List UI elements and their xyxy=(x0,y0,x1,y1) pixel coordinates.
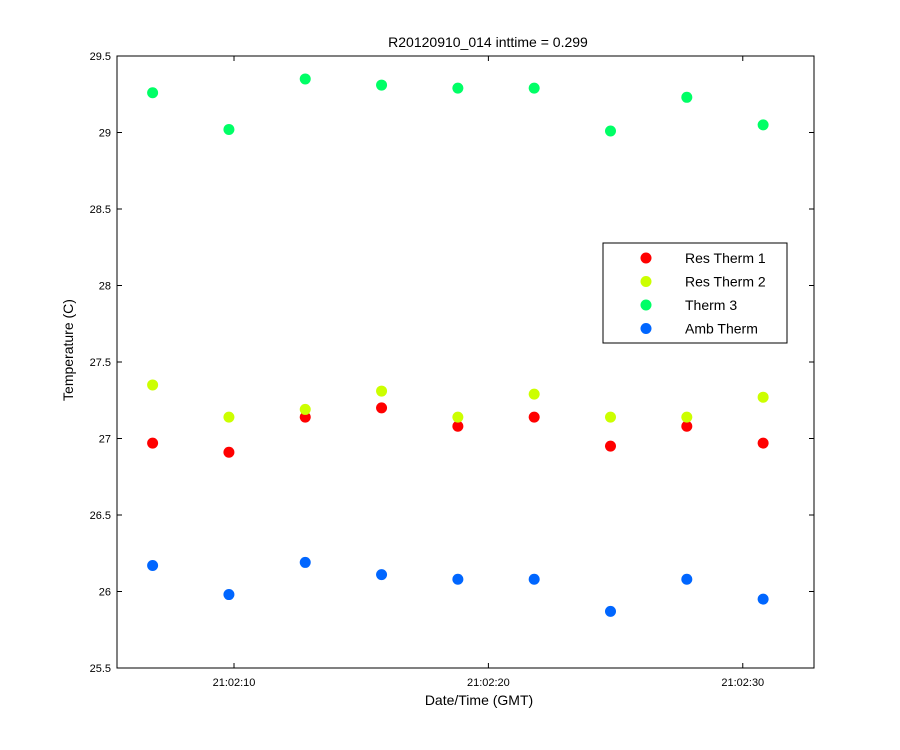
data-point-amb-therm xyxy=(299,556,311,568)
data-point-res-therm-1 xyxy=(528,411,540,423)
data-point-amb-therm xyxy=(757,593,769,605)
data-point-res-therm-2 xyxy=(147,379,159,391)
data-point-res-therm-1 xyxy=(681,420,693,432)
data-point-amb-therm xyxy=(147,559,159,571)
y-tick-label: 25.5 xyxy=(90,663,111,675)
y-tick-label: 26.5 xyxy=(90,510,111,522)
data-point-amb-therm xyxy=(452,573,464,585)
legend-marker xyxy=(640,252,652,264)
axis-ticks: 25.5 26 26.5 27 27.5 28 28.5 29 29.5 21:02:10 21:0… xyxy=(90,51,814,689)
data-point-therm-3 xyxy=(223,123,235,135)
y-tick-label: 26 xyxy=(99,587,111,599)
data-point-res-therm-1 xyxy=(147,437,159,449)
data-point-res-therm-1 xyxy=(452,420,464,432)
legend-marker xyxy=(640,323,652,334)
x-tick-label: 21:02:10 xyxy=(213,677,256,689)
data-point-therm-3 xyxy=(528,82,540,94)
y-tick-label: 28.5 xyxy=(90,204,111,216)
data-point-res-therm-2 xyxy=(299,403,311,415)
plot-area xyxy=(116,55,815,669)
y-tick-label: 29 xyxy=(99,128,111,140)
data-point-res-therm-1 xyxy=(299,411,311,423)
data-point-amb-therm xyxy=(528,573,540,585)
data-point-amb-therm xyxy=(376,569,388,581)
data-point-therm-3 xyxy=(604,125,616,137)
data-point-therm-3 xyxy=(376,79,388,91)
data-point-res-therm-1 xyxy=(757,437,769,449)
data-point-res-therm-2 xyxy=(528,388,540,400)
data-point-res-therm-2 xyxy=(681,411,693,423)
legend-label: Therm 3 xyxy=(685,297,737,313)
data-point-therm-3 xyxy=(681,91,693,103)
y-axis-title: Temperature (C) xyxy=(60,299,76,401)
legend: Res Therm 1 Res Therm 2 Therm 3 Amb Therm xyxy=(602,242,788,344)
data-point-amb-therm xyxy=(681,573,693,585)
data-point-res-therm-2 xyxy=(223,411,235,423)
legend-box xyxy=(602,242,788,344)
legend-label: Amb Therm xyxy=(685,321,758,337)
data-point-therm-3 xyxy=(452,82,464,94)
data-point-res-therm-1 xyxy=(604,440,616,452)
data-point-res-therm-2 xyxy=(604,411,616,423)
chart-title: R20120910_014 inttime = 0.299 xyxy=(388,34,588,50)
data-point-res-therm-1 xyxy=(376,402,388,414)
y-tick-label: 29.5 xyxy=(90,51,111,63)
y-tick-label: 27.5 xyxy=(90,357,111,369)
x-tick-label: 21:02:20 xyxy=(467,677,510,689)
data-point-therm-3 xyxy=(299,73,311,85)
data-point-res-therm-2 xyxy=(376,385,388,397)
data-point-res-therm-2 xyxy=(452,411,464,423)
data-point-therm-3 xyxy=(147,87,159,99)
y-tick-label: 27 xyxy=(99,434,111,446)
legend-label: Res Therm 2 xyxy=(685,274,766,290)
data-point-amb-therm xyxy=(604,605,616,617)
legend-marker xyxy=(640,299,652,311)
data-points xyxy=(147,73,769,617)
data-point-amb-therm xyxy=(223,589,235,601)
data-point-res-therm-1 xyxy=(223,446,235,458)
x-tick-label: 21:02:30 xyxy=(721,677,764,689)
y-tick-label: 28 xyxy=(99,281,111,293)
data-point-res-therm-2 xyxy=(757,391,769,403)
legend-marker xyxy=(640,276,652,287)
data-point-therm-3 xyxy=(757,119,769,131)
x-axis-title: Date/Time (GMT) xyxy=(425,692,533,708)
legend-label: Res Therm 1 xyxy=(685,250,766,266)
